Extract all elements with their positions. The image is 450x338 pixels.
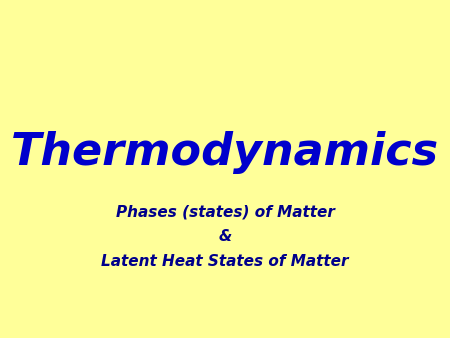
Text: Phases (states) of Matter
&
Latent Heat States of Matter: Phases (states) of Matter & Latent Heat … [101,204,349,269]
Text: Thermodynamics: Thermodynamics [11,130,439,174]
